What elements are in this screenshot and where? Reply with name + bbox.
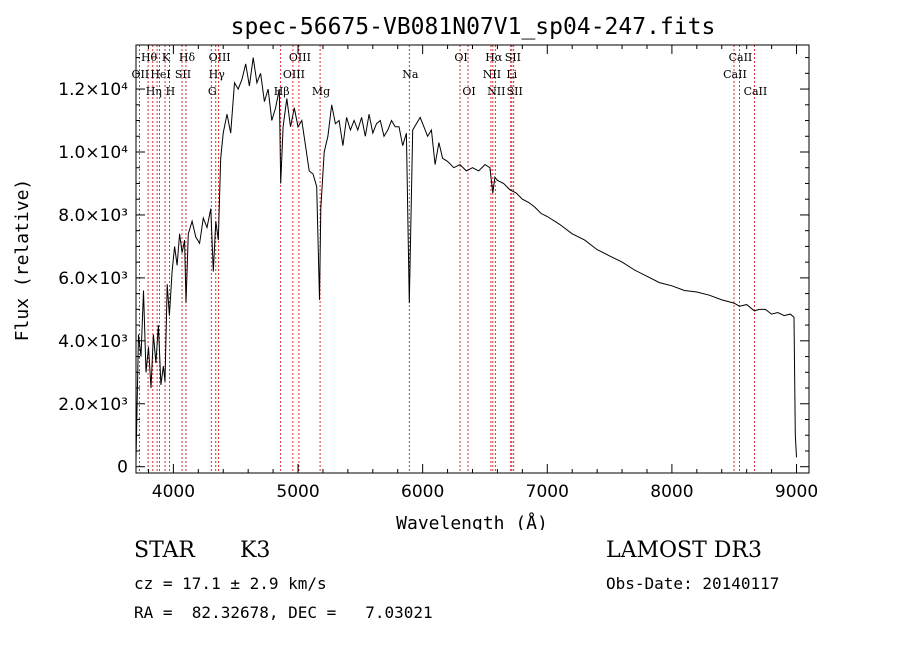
spectral-line-label: SII: [507, 85, 523, 98]
spectral-line-label: Na: [402, 68, 419, 81]
x-tick-label: 9000: [775, 482, 818, 502]
spectral-line-label: OII: [132, 68, 150, 81]
spectral-line-label: OIII: [209, 51, 231, 64]
spectral-line-label: Li: [506, 68, 517, 81]
spectral-line-label: HeI: [150, 68, 170, 81]
spectral-line-label: Hθ: [141, 51, 158, 64]
x-tick-label: 5000: [276, 482, 319, 502]
spectral-line-label: SII: [175, 68, 191, 81]
spectral-line-label: CaII: [729, 51, 753, 64]
y-tick-label: 4.0×10³: [58, 332, 128, 352]
spectral-line-label: OI: [454, 51, 467, 64]
spectral-line-label: K: [162, 51, 171, 64]
redshift-velocity: cz = 17.1 ± 2.9 km/s: [134, 574, 327, 593]
y-tick-label: 0: [117, 458, 128, 478]
spectral-line-label: Mg: [312, 85, 330, 98]
y-tick-label: 8.0×10³: [58, 206, 128, 226]
spectral-line-label: OI: [462, 85, 475, 98]
object-subclass: K3: [240, 538, 271, 563]
spectral-line-label: CaII: [744, 85, 768, 98]
spectral-line-label: SII: [505, 51, 521, 64]
spectral-line-label: OIII: [283, 68, 305, 81]
y-axis-label: Flux (relative): [12, 179, 33, 342]
spectral-line-label: Hγ: [209, 68, 226, 81]
observation-date: Obs-Date: 20140117: [606, 574, 780, 593]
survey-name: LAMOST DR3: [606, 538, 762, 563]
y-tick-label: 1.0×10⁴: [58, 143, 128, 163]
chart-title: spec-56675-VB081N07V1_sp04-247.fits: [231, 14, 716, 40]
spectral-line-label: CaII: [723, 68, 747, 81]
spectral-line-label: G: [208, 85, 217, 98]
x-tick-label: 4000: [152, 482, 195, 502]
spectral-line-label: NII: [487, 85, 505, 98]
spectral-line-label: NII: [483, 68, 501, 81]
spectrum-chart: spec-56675-VB081N07V1_sp04-247.fits OIIH…: [12, 14, 818, 530]
spectral-line-label: OIII: [289, 51, 311, 64]
x-tick-label: 8000: [650, 482, 693, 502]
x-tick-label: 6000: [401, 482, 444, 502]
spectral-line-label: Hη: [146, 85, 162, 98]
y-tick-label: 6.0×10³: [58, 269, 128, 289]
coordinates: RA = 82.32678, DEC = 7.03021: [134, 603, 433, 622]
spectral-line-label: Hα: [485, 51, 503, 64]
plot-frame: [135, 44, 810, 474]
spectral-line-label: Hδ: [179, 51, 196, 64]
spectrum-series-line: [135, 57, 797, 461]
object-class: STAR: [134, 538, 195, 563]
y-tick-label: 2.0×10³: [58, 395, 128, 415]
y-tick-label: 1.2×10⁴: [58, 80, 128, 100]
spectral-line-label: Hβ: [274, 85, 290, 98]
spectral-line-label: H: [166, 85, 176, 98]
x-axis-label: Wavelength (Å): [396, 512, 548, 530]
x-tick-label: 7000: [526, 482, 569, 502]
